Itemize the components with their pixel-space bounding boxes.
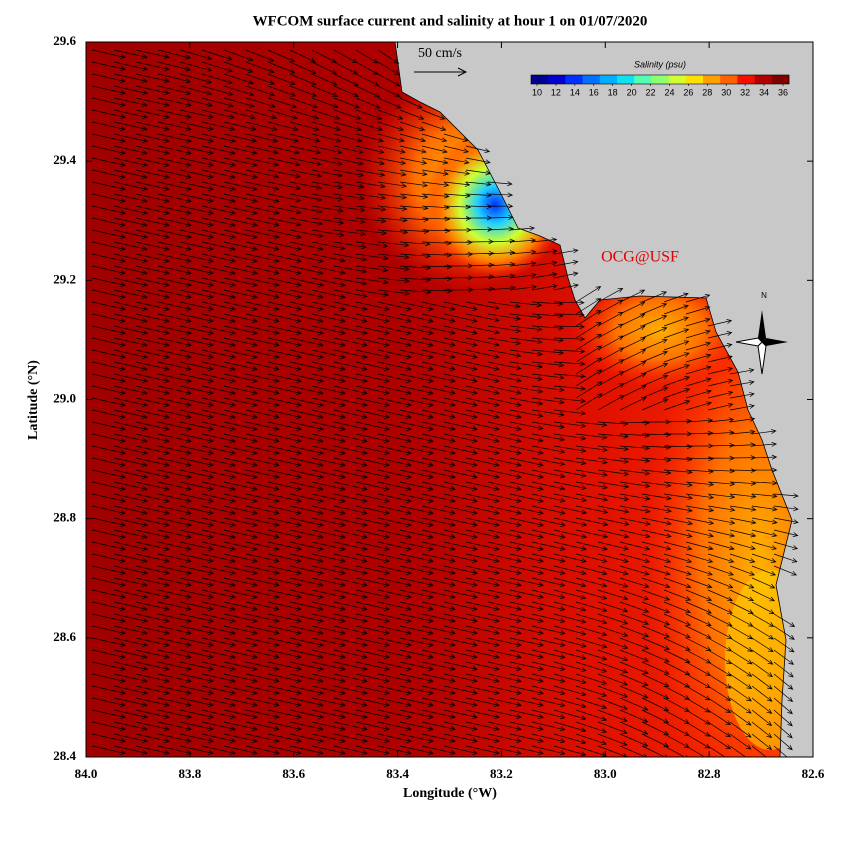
colorbar-swatch <box>565 75 583 84</box>
colorbar-tick-label: 30 <box>721 87 731 97</box>
y-tick-label: 29.2 <box>53 271 76 286</box>
colorbar-swatch <box>582 75 601 84</box>
colorbar-tick-label: 22 <box>646 87 656 97</box>
y-axis-label: Latitude (°N) <box>26 360 41 440</box>
current-field <box>91 49 799 757</box>
colorbar-swatch <box>634 75 652 84</box>
colorbar-swatch <box>720 75 738 84</box>
colorbar-tick-label: 36 <box>778 87 788 97</box>
colorbar-swatch <box>668 75 687 84</box>
x-tick-label: 83.6 <box>282 766 305 781</box>
colorbar-tick-label: 20 <box>627 87 637 97</box>
colorbar-swatch <box>754 75 773 84</box>
sea <box>86 42 813 757</box>
colorbar: 10 12 14 16 18 20 22 24 26 28 30 32 34 36 <box>530 74 790 97</box>
y-tick-label: 28.4 <box>53 748 76 763</box>
x-tick-label: 83.0 <box>594 766 617 781</box>
colorbar-tick-label: 26 <box>683 87 693 97</box>
x-tick-label: 83.4 <box>386 766 409 781</box>
colorbar-swatch <box>771 75 790 84</box>
colorbar-swatch <box>737 75 755 84</box>
x-tick-label: 84.0 <box>75 766 98 781</box>
x-axis-label: Longitude (°W) <box>403 786 497 801</box>
colorbar-tick-label: 24 <box>664 87 674 97</box>
y-tick-label: 28.6 <box>53 629 76 644</box>
colorbar-tick-label: 14 <box>570 87 580 97</box>
colorbar-swatch <box>531 75 549 84</box>
colorbar-swatch <box>685 75 704 84</box>
colorbar-tick-label: 16 <box>589 87 599 97</box>
scale-arrow <box>414 67 468 77</box>
colorbar-tick-label: 32 <box>740 87 750 97</box>
colorbar-swatch <box>548 75 566 84</box>
credit: OCG@USF <box>601 249 679 266</box>
colorbar-frame <box>530 74 790 85</box>
y-tick-label: 28.8 <box>53 510 76 525</box>
x-tick-label: 83.2 <box>490 766 513 781</box>
colorbar-swatch <box>703 75 721 84</box>
current-arrows <box>91 49 799 757</box>
north-arrow <box>735 310 788 375</box>
y-tick-label: 29.0 <box>53 390 76 405</box>
colorbar-tick-label: 18 <box>608 87 618 97</box>
x-tick-label: 82.8 <box>698 766 721 781</box>
colorbar-swatch <box>651 75 669 84</box>
scale-label: 50 cm/s <box>418 46 462 61</box>
colorbar-tick-label: 12 <box>551 87 561 97</box>
colorbar-tick-label: 28 <box>702 87 712 97</box>
coastal-low-salinity <box>570 270 750 390</box>
colorbar-swatch <box>617 75 635 84</box>
colorbar-tick-label: 34 <box>759 87 769 97</box>
y-tick-label: 29.4 <box>53 152 76 167</box>
x-tick-label: 82.6 <box>802 766 825 781</box>
north-label: N <box>761 291 767 300</box>
colorbar-tick-label: 10 <box>532 87 542 97</box>
colorbar-swatch <box>599 75 618 84</box>
colorbar-title: Salinity (psu) <box>634 59 686 69</box>
title: WFCOM surface current and salinity at ho… <box>253 13 648 29</box>
y-tick-label: 29.6 <box>53 33 76 48</box>
x-tick-label: 83.8 <box>178 766 201 781</box>
